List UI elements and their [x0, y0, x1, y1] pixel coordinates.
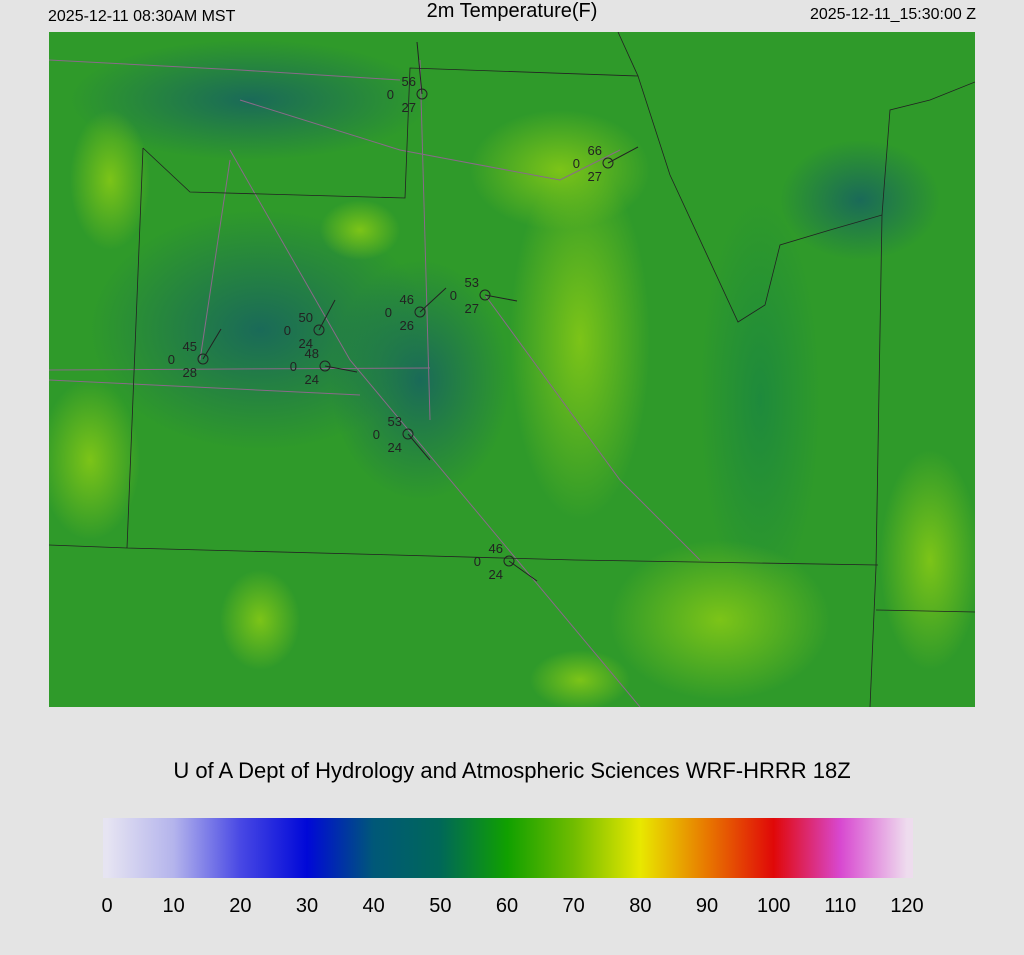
shade [700, 200, 820, 600]
station-plot: 50 0 24 [284, 299, 336, 351]
station-plot: 46 0 26 [385, 287, 447, 333]
station-plot: 48 0 24 [290, 346, 358, 387]
station-circle [479, 289, 491, 301]
wind-barb [508, 560, 538, 582]
colorbar-tick-label: 50 [429, 895, 451, 917]
roads [49, 59, 701, 707]
colorbar [103, 818, 913, 878]
colorbar-tick-label: 100 [757, 895, 790, 917]
colorbar-tick-label: 20 [229, 895, 251, 917]
colorbar-tick-label: 90 [696, 895, 718, 917]
station-circle [197, 353, 209, 365]
station-plot: 53 0 27 [450, 275, 518, 316]
wind-speed: 0 [573, 156, 580, 171]
shade [470, 110, 650, 230]
wind-barb [324, 365, 358, 373]
station-plot: 53 0 24 [373, 414, 431, 461]
wind-barb [484, 294, 518, 302]
dewpoint: 26 [400, 318, 414, 333]
colorbar-tick-label: 30 [296, 895, 318, 917]
shade [49, 380, 140, 540]
boundaries [49, 32, 975, 707]
station-plot: 66 0 27 [573, 143, 639, 184]
colorbar-tick-label: 70 [563, 895, 585, 917]
shade [70, 40, 430, 160]
wind-speed: 0 [373, 427, 380, 442]
wind-speed: 0 [474, 554, 481, 569]
map [49, 32, 975, 707]
station-plot: 56 0 27 [387, 41, 428, 115]
dewpoint: 24 [489, 567, 503, 582]
dewpoint: 24 [299, 336, 313, 351]
shade [220, 570, 300, 670]
wind-speed: 0 [450, 288, 457, 303]
credit: U of A Dept of Hydrology and Atmospheric… [173, 758, 850, 783]
wind-barb [407, 433, 431, 461]
valid-time-utc: 2025-12-11_15:30:00 Z [810, 6, 976, 23]
temperature: 53 [388, 414, 402, 429]
dewpoint: 27 [588, 169, 602, 184]
shade [880, 450, 975, 670]
temperature: 50 [299, 310, 313, 325]
dewpoint: 27 [465, 301, 479, 316]
shade [510, 160, 650, 520]
wind-speed: 0 [284, 323, 291, 338]
shade [70, 110, 150, 250]
temperature: 48 [305, 346, 319, 361]
colorbar-tick-label: 120 [890, 895, 923, 917]
station-circle [503, 555, 515, 567]
station-plots: 5602766027530274602650024450284802453024… [168, 41, 639, 582]
dewpoint: 27 [402, 100, 416, 115]
temperature: 46 [489, 541, 503, 556]
temperature: 56 [402, 74, 416, 89]
colorbar-tick-label: 80 [629, 895, 651, 917]
temperature: 46 [400, 292, 414, 307]
station-circle [402, 428, 414, 440]
wind-barb [202, 328, 222, 360]
wind-speed: 0 [168, 352, 175, 367]
colorbar-tick-label: 10 [163, 895, 185, 917]
shade [320, 200, 400, 260]
wind-barb [419, 287, 447, 313]
dewpoint: 28 [183, 365, 197, 380]
wind-speed: 0 [290, 359, 297, 374]
colorbar-ticks: 0 10 20 30 40 50 60 70 80 90 100 110 120 [101, 895, 923, 917]
temperature: 66 [588, 143, 602, 158]
colorbar-tick-label: 0 [101, 895, 112, 917]
colorbar-tick-label: 110 [824, 895, 856, 917]
shade [780, 140, 940, 260]
dewpoint: 24 [305, 372, 319, 387]
shade [610, 540, 830, 700]
station-circle [602, 157, 614, 169]
colorbar-tick-label: 60 [496, 895, 518, 917]
shade [530, 650, 630, 707]
station-plot: 46 0 24 [474, 541, 538, 582]
shade [330, 260, 510, 500]
station-circle [319, 360, 331, 372]
temperature: 53 [465, 275, 479, 290]
station-circle [414, 306, 426, 318]
map-title: 2m Temperature(F) [427, 0, 598, 22]
temperature: 45 [183, 339, 197, 354]
colorbar-tick-label: 40 [363, 895, 385, 917]
station-circle [313, 324, 325, 336]
dewpoint: 24 [388, 440, 402, 455]
valid-time-local: 2025-12-11 08:30AM MST [48, 8, 236, 25]
wind-barb [318, 299, 336, 331]
wind-barb [607, 146, 639, 164]
wind-barb [416, 41, 423, 95]
station-plot: 45 0 28 [168, 328, 222, 380]
wind-speed: 0 [387, 87, 394, 102]
wind-speed: 0 [385, 305, 392, 320]
